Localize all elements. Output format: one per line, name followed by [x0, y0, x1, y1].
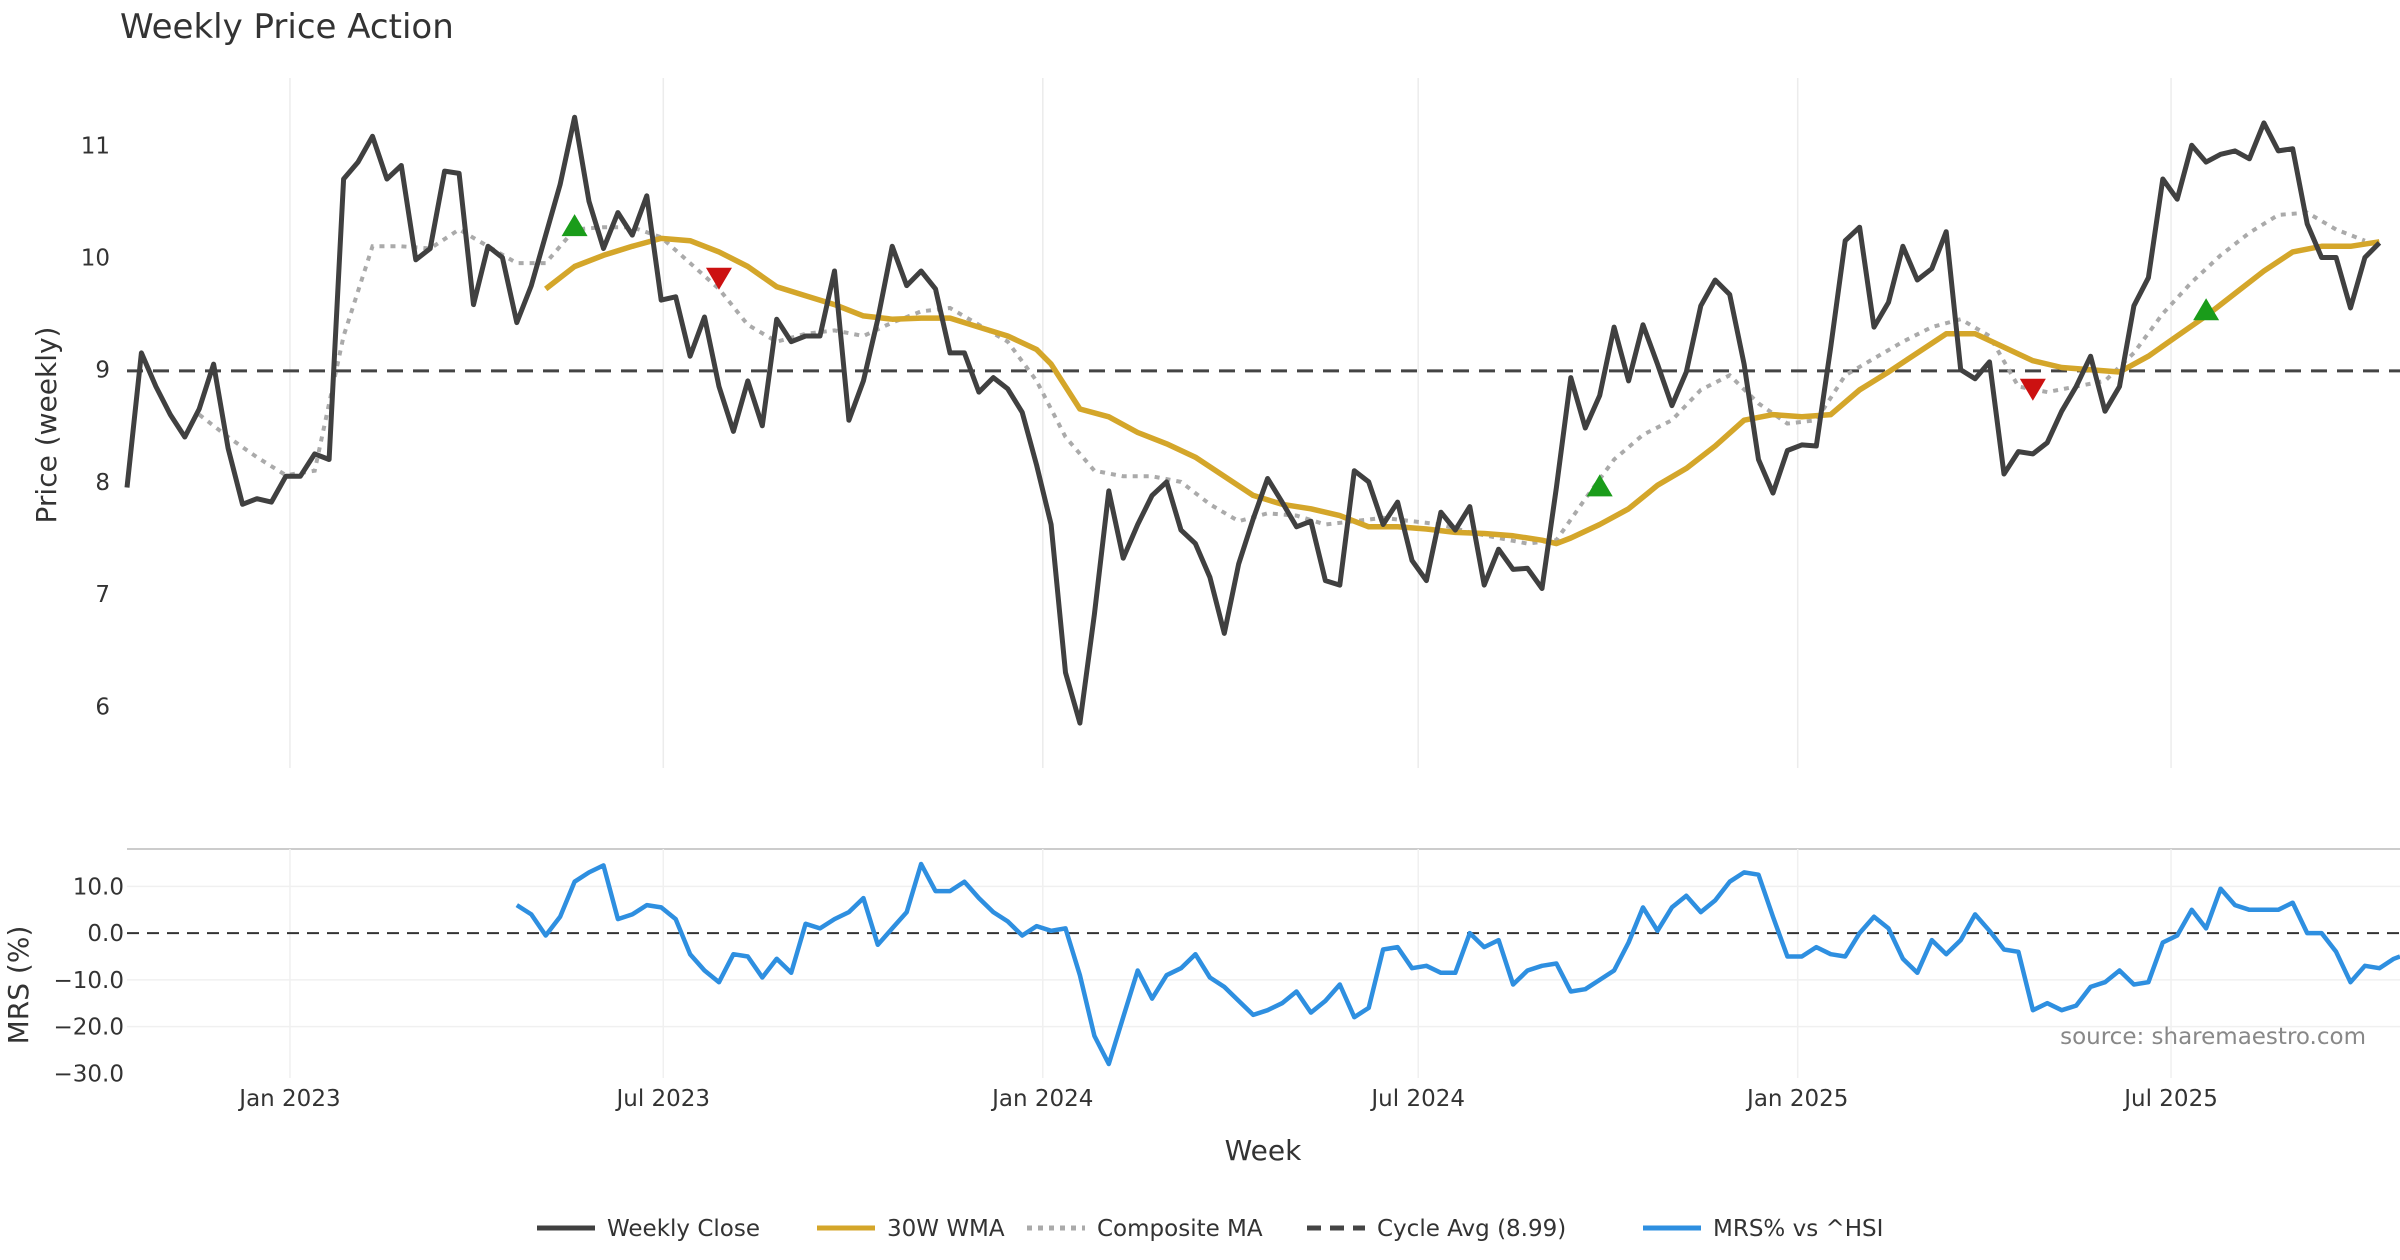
legend-label: Weekly Close	[607, 1216, 760, 1242]
mrs-y-ticks: 10.0 0.0 −10.0 −20.0 −30.0	[54, 874, 124, 1087]
mrs-y-tick-label: 10.0	[73, 874, 124, 900]
x-tick-label: Jul 2025	[2122, 1086, 2218, 1112]
price-y-tick-label: 8	[95, 470, 110, 496]
x-tick-label: Jan 2023	[237, 1086, 340, 1112]
mrs-panel-grid	[127, 849, 2400, 1078]
legend-label: 30W WMA	[887, 1216, 1005, 1242]
mrs-line	[515, 861, 2400, 1067]
mrs-y-tick-label: 0.0	[87, 921, 124, 947]
x-tick-label: Jan 2024	[990, 1086, 1093, 1112]
price-y-tick-label: 6	[95, 694, 110, 720]
wma-30w-line	[544, 235, 2380, 547]
price-y-tick-label: 9	[95, 358, 110, 384]
mrs-y-tick-label: −20.0	[54, 1015, 124, 1041]
mrs-y-tick-label: −30.0	[54, 1061, 124, 1087]
x-axis-ticks: Jan 2023 Jul 2023 Jan 2024 Jul 2024 Jan 2025…	[237, 1086, 2218, 1112]
buy-signal-marker	[1586, 474, 1613, 497]
mrs-y-tick-label: −10.0	[54, 968, 124, 994]
mrs-y-axis-title: MRS (%)	[2, 926, 35, 1045]
price-y-tick-label: 10	[81, 246, 110, 272]
x-axis-title: Week	[1225, 1134, 1302, 1167]
price-y-tick-label: 11	[81, 133, 110, 159]
sell-signal-marker	[705, 267, 732, 290]
x-tick-label: Jul 2023	[614, 1086, 710, 1112]
buy-signal-marker	[2193, 298, 2220, 321]
price-y-ticks: 6 7 8 9 10 11	[81, 133, 110, 720]
legend-label: Composite MA	[1097, 1216, 1263, 1242]
x-tick-label: Jul 2024	[1369, 1086, 1465, 1112]
price-y-axis-title: Price (weekly)	[30, 327, 63, 524]
signal-markers	[561, 214, 2220, 497]
legend-label: Cycle Avg (8.99)	[1377, 1216, 1566, 1242]
chart-title: Weekly Price Action	[120, 7, 454, 47]
buy-signal-marker	[561, 214, 588, 237]
legend-label: MRS% vs ^HSI	[1713, 1216, 1883, 1242]
sell-signal-marker	[2019, 378, 2046, 401]
chart-legend: Weekly Close 30W WMA Composite MA Cycle Avg…	[537, 1216, 1883, 1242]
source-credit: source: sharemaestro.com	[2060, 1024, 2366, 1050]
weekly-close-line	[124, 114, 2382, 726]
x-tick-label: Jan 2025	[1745, 1086, 1848, 1112]
composite-ma-line	[197, 210, 2366, 546]
price-y-tick-label: 7	[95, 582, 110, 608]
price-panel-grid	[289, 78, 2172, 768]
